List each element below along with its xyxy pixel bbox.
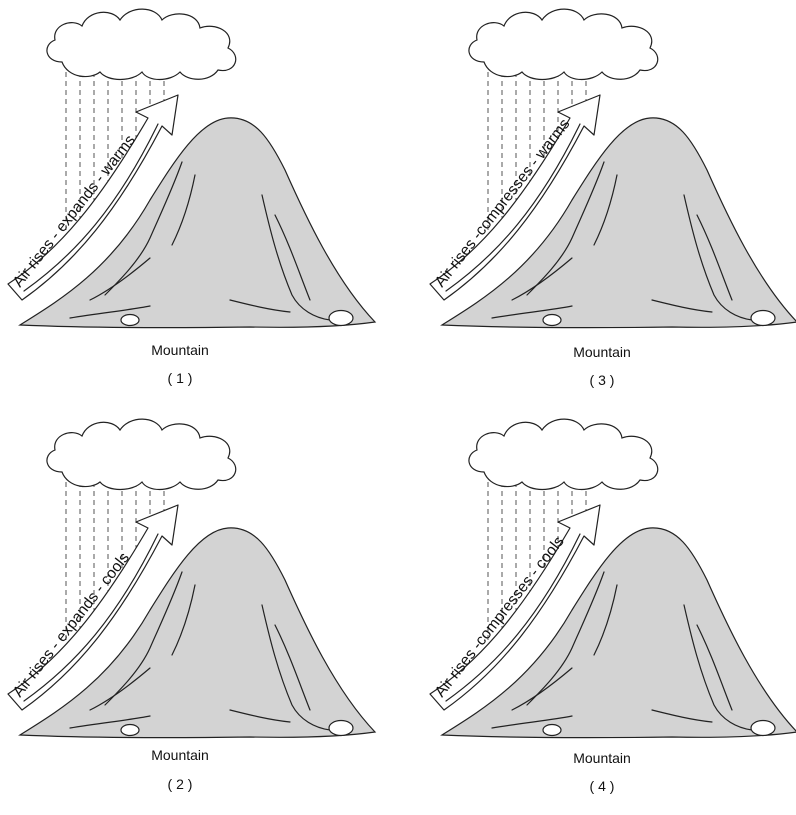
panel-3-illustration: Air rises -compresses - warms bbox=[429, 8, 796, 329]
panel-2: Air rises - expands - cools Mountain ( 2… bbox=[0, 410, 398, 815]
mountain-label: Mountain bbox=[573, 344, 631, 360]
mountain-label: Mountain bbox=[151, 747, 209, 763]
panel-4-illustration: Air rises -compresses - cools bbox=[429, 418, 796, 739]
panel-number: ( 4 ) bbox=[589, 778, 615, 794]
panel-number: ( 2 ) bbox=[167, 776, 193, 792]
panel-4: Air rises -compresses - cools Mountain (… bbox=[422, 410, 796, 815]
mountain-label: Mountain bbox=[573, 750, 631, 766]
panel-3: Air rises -compresses - warms Mountain (… bbox=[422, 0, 796, 405]
panel-1-illustration: Air rises - expands - warms bbox=[7, 8, 376, 329]
panel-1: Air rises - expands - warms Mountain ( 1… bbox=[0, 0, 398, 405]
mountain-label: Mountain bbox=[151, 342, 209, 358]
panel-number: ( 1 ) bbox=[167, 370, 193, 386]
panel-2-illustration: Air rises - expands - cools bbox=[7, 418, 376, 739]
panel-number: ( 3 ) bbox=[589, 372, 615, 388]
